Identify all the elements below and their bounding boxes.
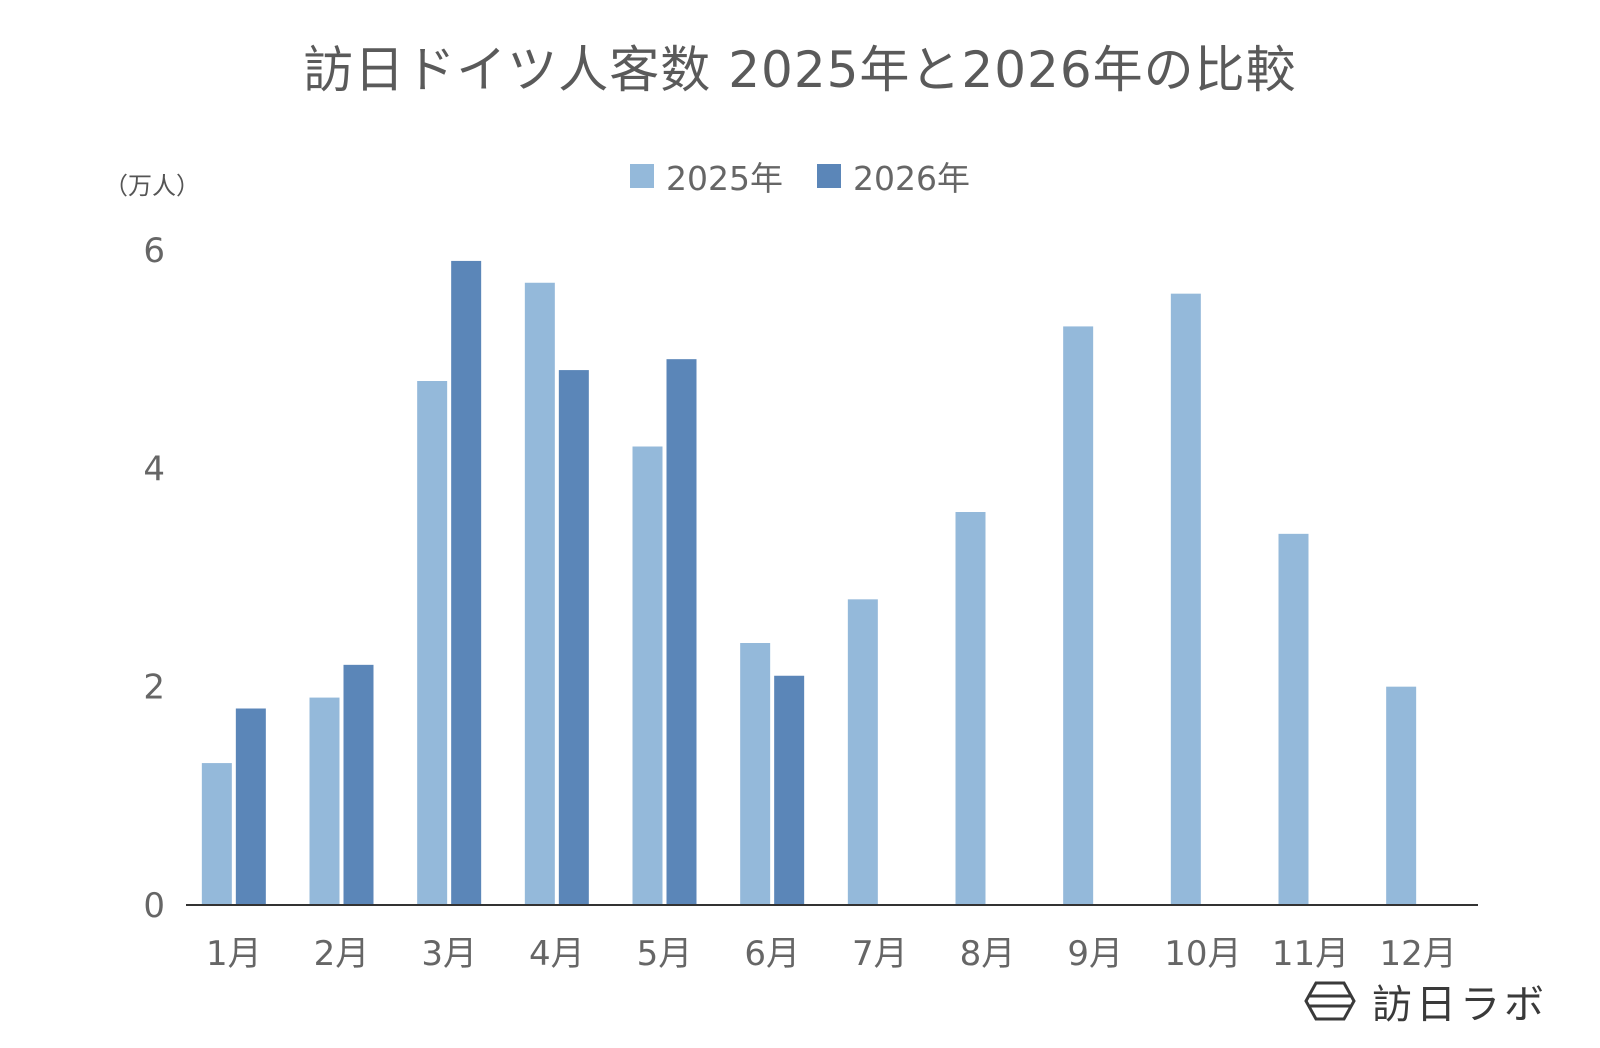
x-tick-label: 10月 [1164,934,1241,974]
x-tick-label: 12月 [1380,934,1457,974]
bar-2025-7 [847,599,878,905]
y-tick-label: 6 [143,231,165,271]
bar-2026-1 [235,708,266,905]
y-tick-label: 2 [143,668,165,708]
legend-item-2026: 2026年 [817,152,970,200]
bar-2025-8 [955,512,986,905]
hexagon-logo-icon [1304,981,1356,1021]
chart-title: 訪日ドイツ人客数 2025年と2026年の比較 [303,41,1297,99]
x-tick-label: 2月 [314,934,370,974]
x-tick-label: 5月 [637,934,693,974]
y-tick-label: 0 [143,886,165,926]
y-axis-unit-label: （万人） [104,172,200,200]
bar-2025-1 [201,763,232,905]
bar-2025-5 [632,446,663,905]
bar-2026-3 [451,260,482,906]
legend: 2025年 2026年 [0,152,1600,200]
legend-swatch-2026 [817,164,841,188]
bar-2025-6 [740,643,771,905]
brand-name: 訪日ラボ [1372,982,1548,1028]
legend-swatch-2025 [630,164,655,188]
x-tick-label: 8月 [960,934,1016,974]
x-tick-label: 3月 [421,934,477,974]
legend-label-2026: 2026年 [853,159,970,198]
bar-2025-10 [1170,293,1201,906]
bar-2026-5 [666,359,697,906]
bar-2026-6 [774,675,805,905]
x-tick-label: 1月 [206,934,262,974]
legend-item-2025: 2025年 [630,152,783,200]
bar-2025-3 [417,381,448,905]
brand-logo: 訪日ラボ [1304,972,1548,1030]
bar-2026-4 [558,370,589,905]
bar-2025-9 [1063,326,1094,906]
y-tick-label: 4 [143,449,165,489]
bar-2025-2 [309,697,340,905]
x-tick-label: 6月 [744,934,800,974]
x-tick-label: 11月 [1272,934,1349,974]
bar-2026-2 [343,664,374,905]
legend-label-2025: 2025年 [666,159,783,198]
bar-2025-4 [524,282,555,905]
bar-2025-11 [1278,533,1309,905]
x-tick-label: 4月 [529,934,585,974]
x-tick-label: 9月 [1067,934,1123,974]
x-tick-label: 7月 [852,934,908,974]
bar-2025-12 [1386,686,1417,905]
